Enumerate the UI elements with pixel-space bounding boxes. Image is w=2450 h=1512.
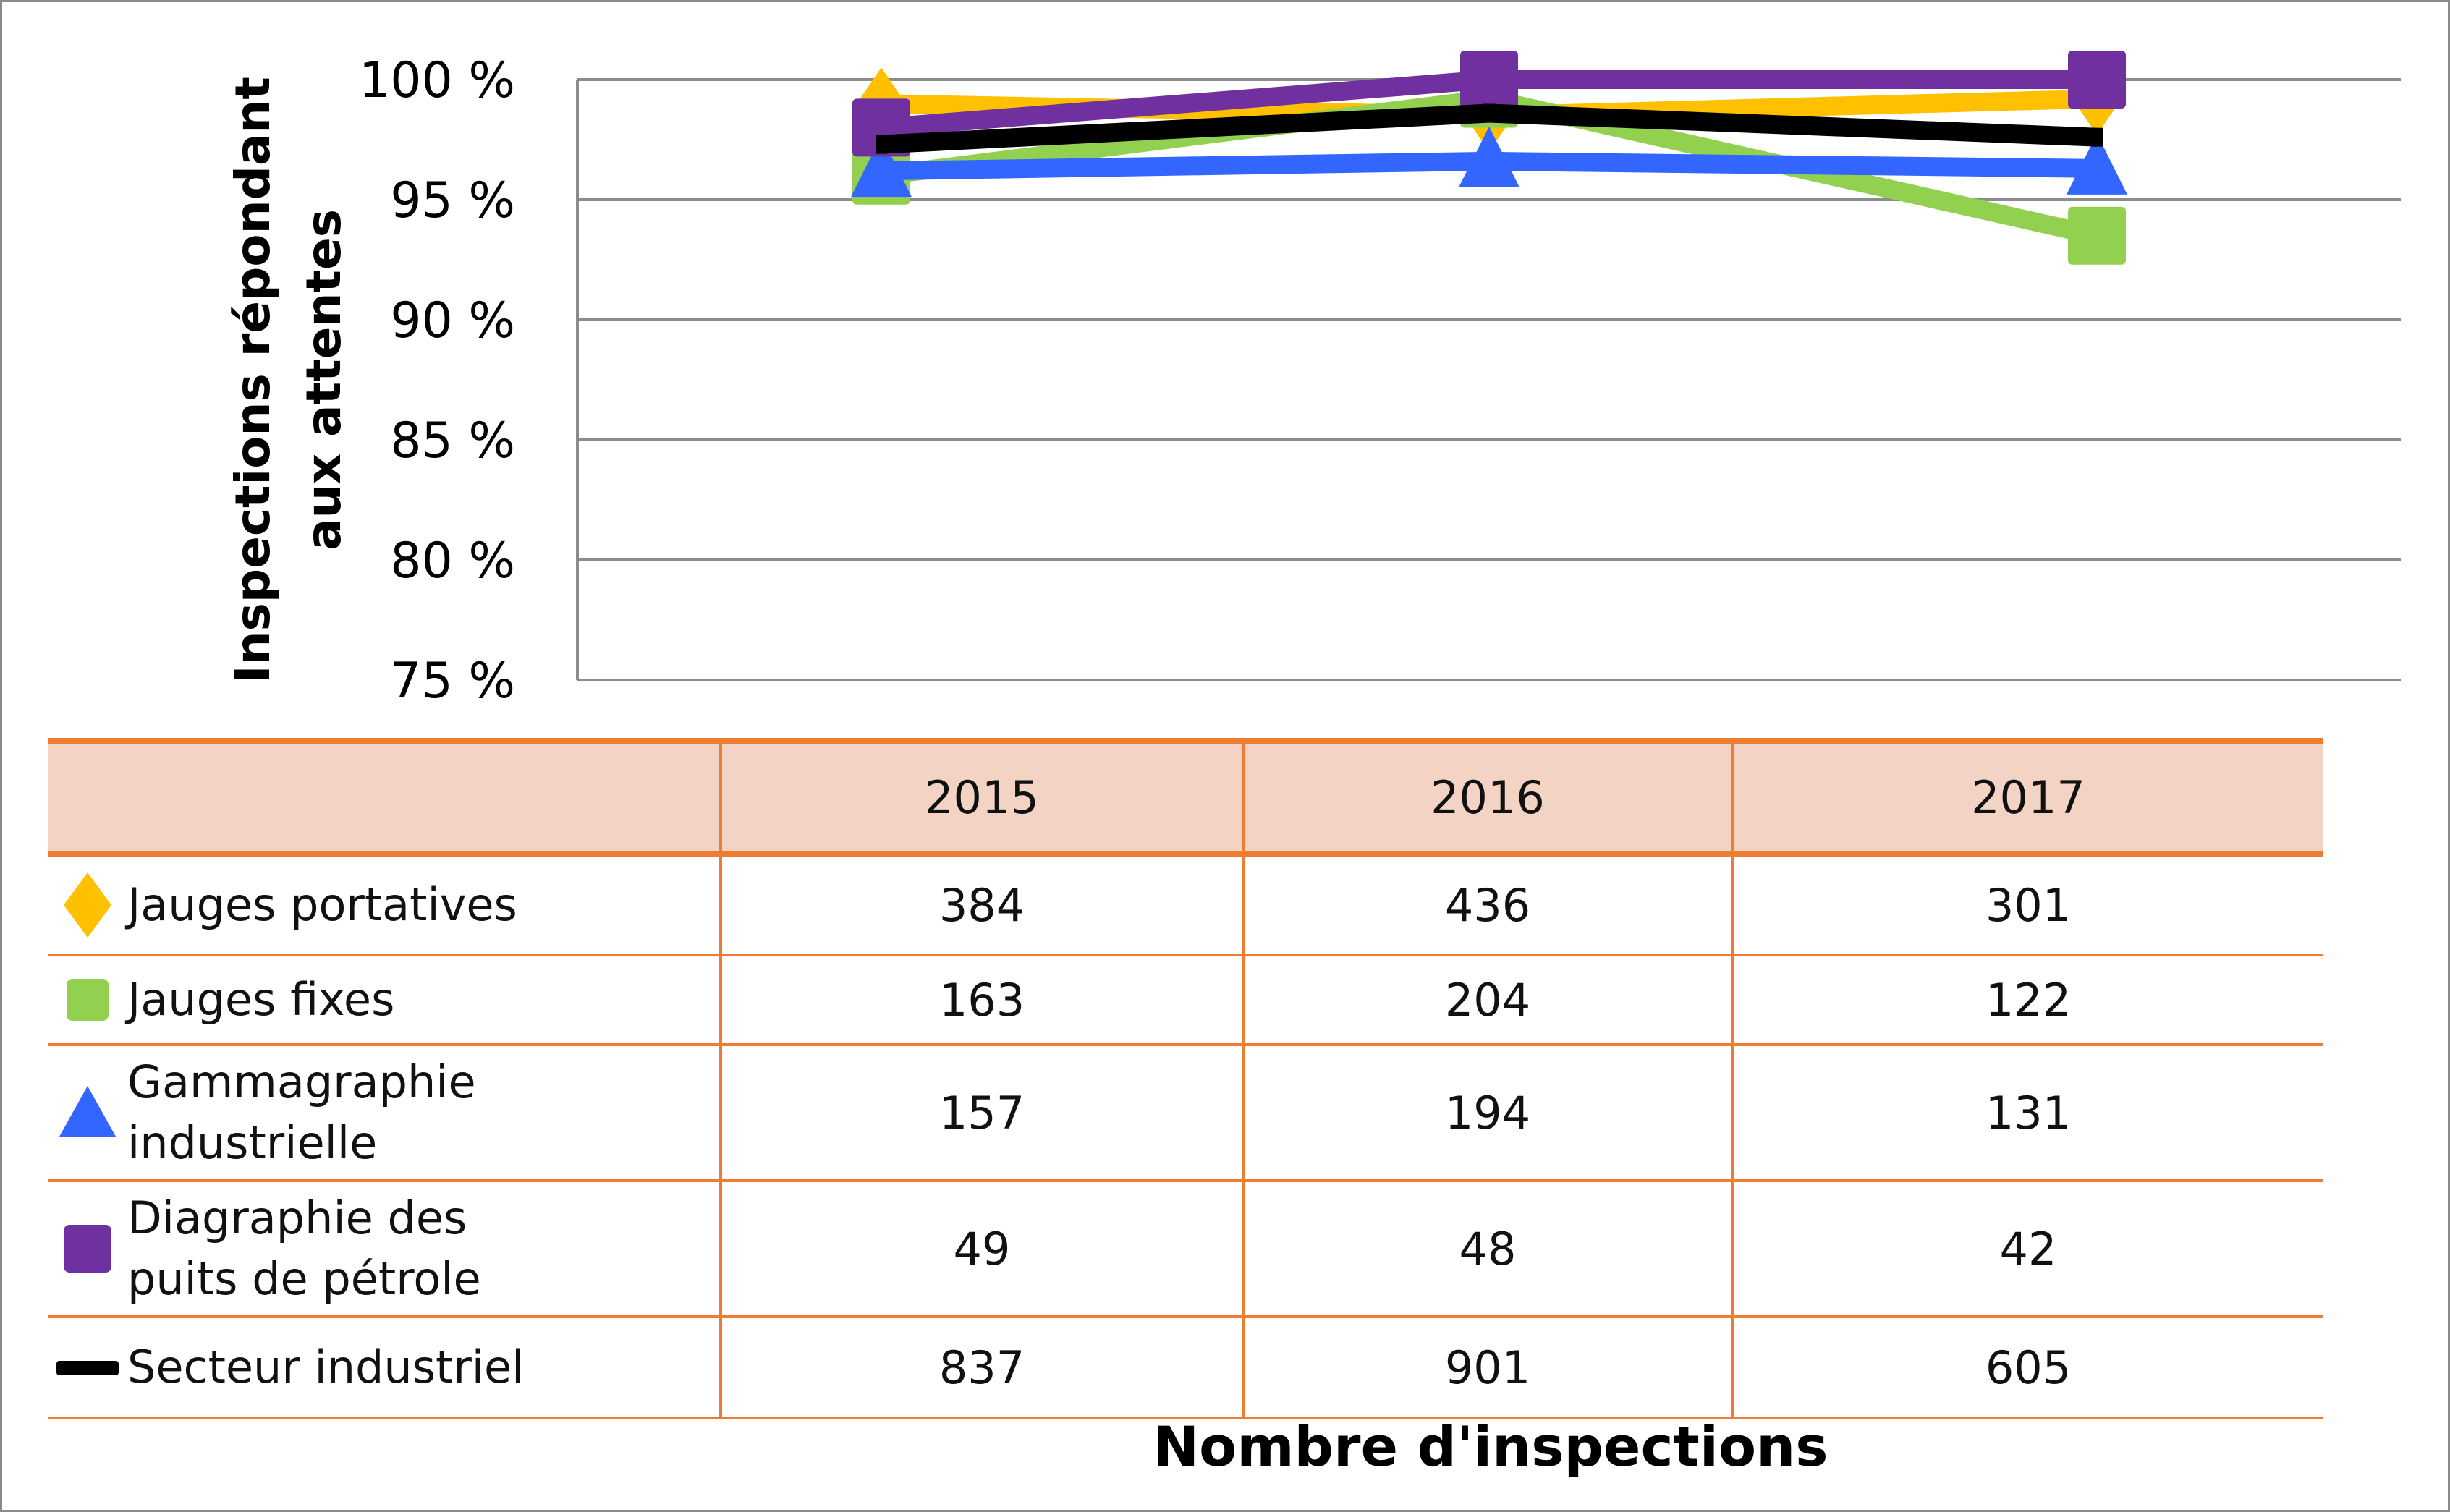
line-chart: 100 % 95 % 90 % 85 % 80 % 75 % Inspections ré… <box>225 51 2401 710</box>
count-cell: 49 <box>721 1181 1245 1317</box>
y-axis-label-line: Inspections répondant <box>225 77 281 683</box>
data-point <box>851 136 912 198</box>
row-label-line: Secteur industriel <box>127 1341 525 1393</box>
row-label: Jauges fixes <box>127 969 394 1030</box>
table-header-row: 2015 2016 2017 <box>48 741 2323 854</box>
y-tick-label: 95 % <box>390 172 515 229</box>
table-body: Jauges portatives 384 436 301 Jauges fixes 16… <box>48 854 2323 1418</box>
data-point <box>2067 133 2127 195</box>
table-header-corner <box>48 741 722 854</box>
legend-marker-cell <box>48 1080 127 1145</box>
data-point <box>2068 206 2126 265</box>
count-cell: 122 <box>1985 973 2072 1027</box>
row-label-line: Jauges fixes <box>127 973 395 1026</box>
count-cell: 42 <box>1999 1222 2057 1275</box>
row-label-cell: Jauges fixes <box>48 955 722 1045</box>
row-label: Diagraphie des puits de pétrole <box>127 1188 481 1309</box>
count-cell: 301 <box>1985 878 2072 932</box>
data-point <box>2068 51 2126 109</box>
legend-marker <box>64 1225 111 1273</box>
y-tick-label: 75 % <box>390 653 515 710</box>
y-tick-label: 90 % <box>390 292 515 349</box>
series-4 <box>876 103 2103 154</box>
count-cell: 384 <box>721 854 1245 955</box>
legend-marker <box>64 872 111 938</box>
data-point <box>1483 103 1495 123</box>
data-point <box>1459 126 1519 187</box>
table-row: Jauges fixes 163 204 122 <box>48 955 2323 1045</box>
row-label-cell: Gammagraphie industrielle <box>48 1045 722 1181</box>
legend-marker <box>59 1086 116 1137</box>
legend-marker <box>67 979 109 1021</box>
legend-marker <box>56 1361 119 1375</box>
inspection-count-table: 2015 2016 2017 Jauges portatives 384 436 30… <box>48 738 2323 1419</box>
table-header-year: 2017 <box>1971 770 2085 824</box>
row-label-line: Gammagraphie <box>127 1056 476 1108</box>
y-axis-label: Inspections répondant aux attentes <box>225 77 352 683</box>
legend-marker-cell <box>48 1335 127 1400</box>
legend-marker-cell <box>48 872 127 938</box>
table-row: Diagraphie des puits de pétrole 49 48 42 <box>48 1181 2323 1317</box>
data-point <box>876 135 887 154</box>
count-cell: 194 <box>1243 1045 1734 1181</box>
count-cell: 901 <box>1243 1317 1734 1418</box>
row-label-cell: Jauges portatives <box>48 854 722 955</box>
table-header-year: 2015 <box>721 741 1245 854</box>
table-row: Gammagraphie industrielle 157 194 131 <box>48 1045 2323 1181</box>
row-label: Secteur industriel <box>127 1337 524 1398</box>
count-cell: 204 <box>1243 955 1734 1045</box>
x-axis-title: Nombre d'inspections <box>1153 1414 1828 1479</box>
count-cell: 131 <box>1985 1086 2072 1139</box>
table-row: Jauges portatives 384 436 301 <box>48 854 2323 955</box>
row-label-cell: Secteur industriel <box>48 1317 722 1418</box>
row-label-line: industrielle <box>127 1116 378 1169</box>
table-row: Secteur industriel 837 901 605 <box>48 1317 2323 1418</box>
data-point <box>2091 127 2103 147</box>
count-cell: 436 <box>1243 854 1734 955</box>
data-point <box>1460 51 1518 109</box>
row-label-line: Diagraphie des <box>127 1192 467 1244</box>
row-label-line: puits de pétrole <box>127 1252 481 1305</box>
row-label: Jauges portatives <box>127 875 517 935</box>
count-cell: 157 <box>721 1045 1245 1181</box>
count-cell: 837 <box>721 1317 1245 1418</box>
count-cell: 48 <box>1243 1181 1734 1317</box>
legend-marker-cell <box>48 1216 127 1281</box>
y-tick-label: 80 % <box>390 532 515 590</box>
table-header-year: 2016 <box>1243 741 1734 854</box>
row-label-line: Jauges portatives <box>127 878 517 931</box>
legend-marker-cell <box>48 967 127 1032</box>
y-tick-label: 85 % <box>390 412 515 470</box>
row-label-cell: Diagraphie des puits de pétrole <box>48 1181 722 1317</box>
y-axis-label-line: aux attentes <box>296 209 352 551</box>
y-tick-labels: 100 % 95 % 90 % 85 % 80 % 75 % <box>359 52 515 710</box>
count-cell: 605 <box>1985 1341 2072 1394</box>
row-label: Gammagraphie industrielle <box>127 1052 476 1173</box>
y-tick-label: 100 % <box>359 52 515 109</box>
series-lines <box>851 51 2127 265</box>
count-cell: 163 <box>721 955 1245 1045</box>
series-2 <box>851 126 2127 198</box>
